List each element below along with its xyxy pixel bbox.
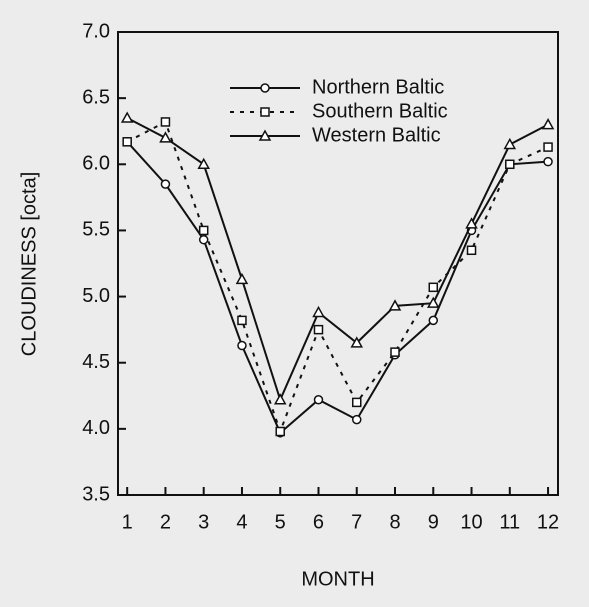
y-tick-label: 4.0 — [82, 417, 110, 439]
series-line — [126, 141, 549, 435]
x-tick-label: 5 — [275, 511, 286, 533]
x-tick-label: 11 — [499, 511, 520, 533]
marker — [351, 414, 362, 425]
y-tick-label: 6.5 — [82, 86, 110, 108]
y-tick-label: 6.0 — [82, 153, 110, 175]
series-line — [126, 120, 549, 435]
marker — [122, 137, 132, 147]
marker — [235, 272, 249, 285]
x-axis-label: MONTH — [301, 568, 374, 590]
marker — [198, 225, 209, 236]
y-tick-label: 5.5 — [82, 219, 110, 241]
marker — [313, 395, 324, 405]
marker — [160, 179, 171, 189]
x-tick-label: 10 — [460, 511, 482, 533]
marker — [160, 117, 171, 127]
marker — [543, 156, 553, 167]
marker — [351, 397, 362, 408]
x-tick-label: 4 — [236, 511, 247, 533]
marker — [237, 315, 247, 326]
x-tick-label: 12 — [537, 511, 559, 533]
legend-label: Northern Baltic — [312, 76, 444, 98]
y-axis-label: CLOUDINESS [octa] — [18, 172, 40, 357]
x-tick-label: 7 — [351, 511, 362, 533]
marker — [260, 83, 270, 93]
marker — [273, 393, 287, 405]
marker — [505, 159, 515, 170]
marker — [543, 142, 553, 152]
marker — [237, 340, 247, 351]
x-tick-label: 1 — [122, 511, 133, 533]
legend-label: Western Baltic — [312, 124, 441, 146]
marker — [159, 131, 172, 143]
y-tick-label: 4.5 — [82, 351, 110, 373]
marker — [465, 217, 478, 229]
marker — [350, 336, 364, 348]
marker — [198, 234, 209, 245]
plot-frame — [117, 31, 559, 496]
marker — [390, 347, 400, 357]
marker — [197, 157, 210, 170]
marker — [388, 299, 402, 311]
x-tick-label: 8 — [389, 511, 400, 533]
marker — [275, 426, 285, 437]
y-tick-label: 5.0 — [82, 285, 110, 307]
y-tick-label: 7.0 — [82, 20, 110, 42]
marker — [426, 296, 440, 308]
y-tick-label: 3.5 — [82, 483, 110, 505]
marker — [120, 111, 134, 123]
x-tick-label: 6 — [313, 511, 324, 533]
marker — [260, 107, 270, 117]
marker — [541, 118, 555, 130]
marker — [503, 137, 517, 150]
marker — [428, 282, 439, 293]
legend-label: Southern Baltic — [312, 100, 448, 122]
marker — [313, 324, 324, 335]
x-tick-label: 3 — [198, 511, 209, 533]
marker — [258, 129, 272, 141]
series-line — [126, 117, 549, 403]
marker — [466, 245, 477, 256]
marker — [428, 315, 439, 326]
x-tick-label: 9 — [428, 511, 439, 533]
marker — [312, 305, 325, 318]
x-tick-label: 2 — [160, 511, 171, 533]
